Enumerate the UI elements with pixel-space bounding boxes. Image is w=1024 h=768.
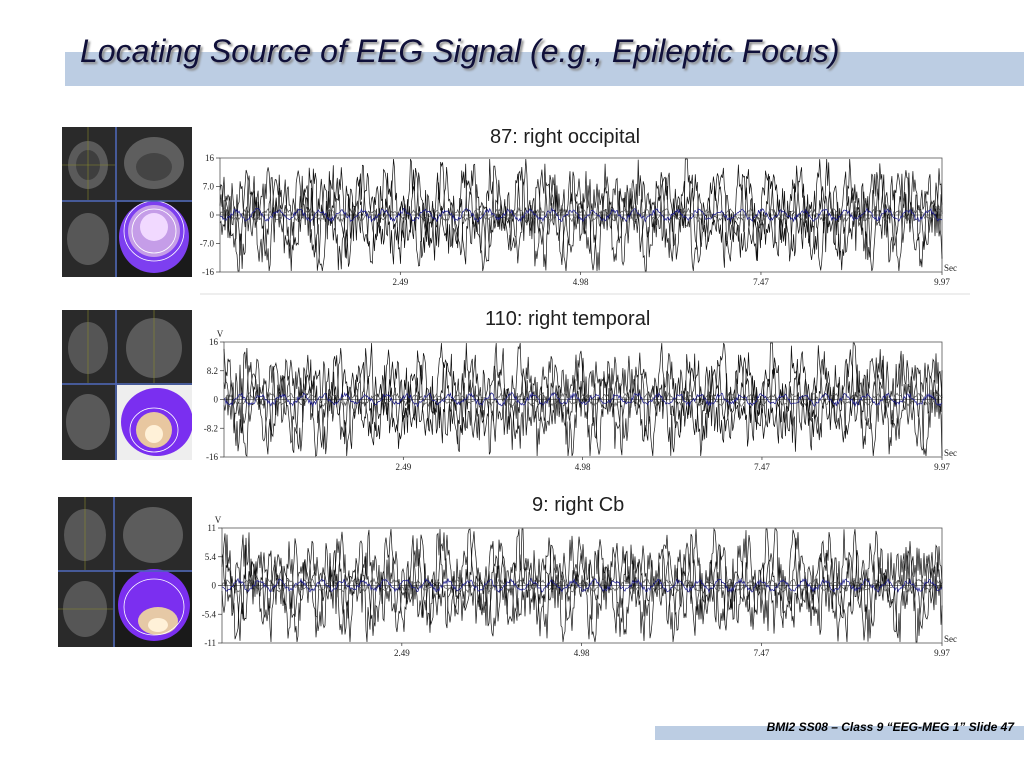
x-tick-label: 2.49 bbox=[394, 648, 410, 658]
x-tick-label: 9.97 bbox=[934, 648, 950, 658]
x-tick-label: 4.98 bbox=[575, 462, 591, 472]
y-tick-label: 11 bbox=[207, 523, 216, 533]
x-unit-label: Sec bbox=[944, 448, 957, 458]
eeg-baseline-trace bbox=[223, 391, 943, 408]
eeg-baseline-trace bbox=[219, 207, 943, 223]
mri-slices-topomap-cerebellum bbox=[58, 497, 192, 647]
y-tick-label: -7.0 bbox=[200, 239, 214, 249]
plot-title-1: 87: right occipital bbox=[490, 126, 641, 148]
mri-image-panel-2 bbox=[62, 310, 192, 460]
footer-bar bbox=[655, 726, 1024, 740]
x-tick-label: 9.97 bbox=[934, 462, 950, 472]
title-bar bbox=[65, 52, 1024, 86]
eeg-trace bbox=[219, 158, 943, 272]
y-tick-label: 0 bbox=[210, 210, 215, 220]
y-tick-label: 8.2 bbox=[207, 366, 218, 376]
eeg-trace bbox=[219, 158, 943, 272]
x-tick-label: 9.97 bbox=[934, 277, 950, 287]
slide-title: Locating Source of EEG Signal (e.g., Epi… bbox=[80, 33, 840, 69]
eeg-trace bbox=[221, 528, 943, 643]
y-tick-label: -8.2 bbox=[204, 423, 218, 433]
y-tick-label: 7.0 bbox=[203, 182, 215, 192]
plot-title-3: 9: right Cb bbox=[532, 494, 625, 516]
eeg-baseline-trace bbox=[223, 391, 943, 408]
x-unit-label: Sec bbox=[944, 263, 957, 273]
y-tick-label: -16 bbox=[206, 452, 218, 462]
x-tick-label: 4.98 bbox=[574, 648, 590, 658]
footer-text: BMI2 SS08 – Class 9 “EEG-MEG 1” Slide 47 bbox=[766, 720, 1014, 734]
eeg-plot-1: 87: right occipital 16 7.0 0 -7.0 -16 2.49 4.9… bbox=[200, 120, 970, 295]
eeg-plot-3: 9: right Cb V 11 5.4 0 -5.4 -11 2.49 4.98 7.47 9.… bbox=[200, 488, 970, 663]
eeg-trace bbox=[223, 342, 943, 457]
x-tick-label: 2.49 bbox=[392, 277, 408, 287]
plot-title-2: 110: right temporal bbox=[485, 308, 651, 330]
x-tick-label: 7.47 bbox=[754, 648, 770, 658]
mri-image-panel-1 bbox=[62, 127, 192, 277]
eeg-baseline-trace bbox=[221, 577, 943, 594]
mri-image-panel-3 bbox=[58, 497, 192, 647]
y-unit-label: V bbox=[215, 515, 222, 525]
x-tick-label: 7.47 bbox=[754, 462, 770, 472]
y-tick-label: 16 bbox=[209, 337, 219, 347]
eeg-chart-2: V16 8.2 0 -8.2 -16 2.49 4.98 7.47 9.97 Sec bbox=[204, 329, 957, 472]
x-unit-label: Sec bbox=[944, 634, 957, 644]
eeg-baseline-trace bbox=[219, 206, 943, 223]
y-tick-label: 5.4 bbox=[205, 552, 217, 562]
eeg-chart-3: V11 5.4 0 -5.4 -11 2.49 4.98 7.47 9.97 Sec bbox=[202, 515, 957, 658]
y-tick-label: -5.4 bbox=[202, 609, 217, 619]
x-tick-label: 7.47 bbox=[753, 277, 769, 287]
y-tick-label: 0 bbox=[212, 581, 217, 591]
x-tick-label: 4.98 bbox=[573, 277, 589, 287]
eeg-baseline-trace bbox=[221, 577, 943, 594]
y-tick-label: 16 bbox=[205, 153, 215, 163]
eeg-trace bbox=[221, 527, 943, 643]
y-tick-label: 0 bbox=[214, 395, 219, 405]
y-unit-label: V bbox=[217, 329, 224, 339]
x-tick-label: 2.49 bbox=[395, 462, 411, 472]
mri-slices-topomap-occipital bbox=[62, 127, 192, 277]
eeg-plot-2: 110: right temporal V 16 8.2 0 -8.2 -16 2.49 4.… bbox=[200, 302, 970, 477]
eeg-chart-1: 16 7.0 0 -7.0 -16 2.49 4.98 7.47 9.97 Sec bbox=[200, 153, 970, 295]
y-tick-label: -11 bbox=[204, 638, 216, 648]
mri-slices-topomap-temporal bbox=[62, 310, 192, 460]
y-tick-label: -16 bbox=[202, 267, 214, 277]
